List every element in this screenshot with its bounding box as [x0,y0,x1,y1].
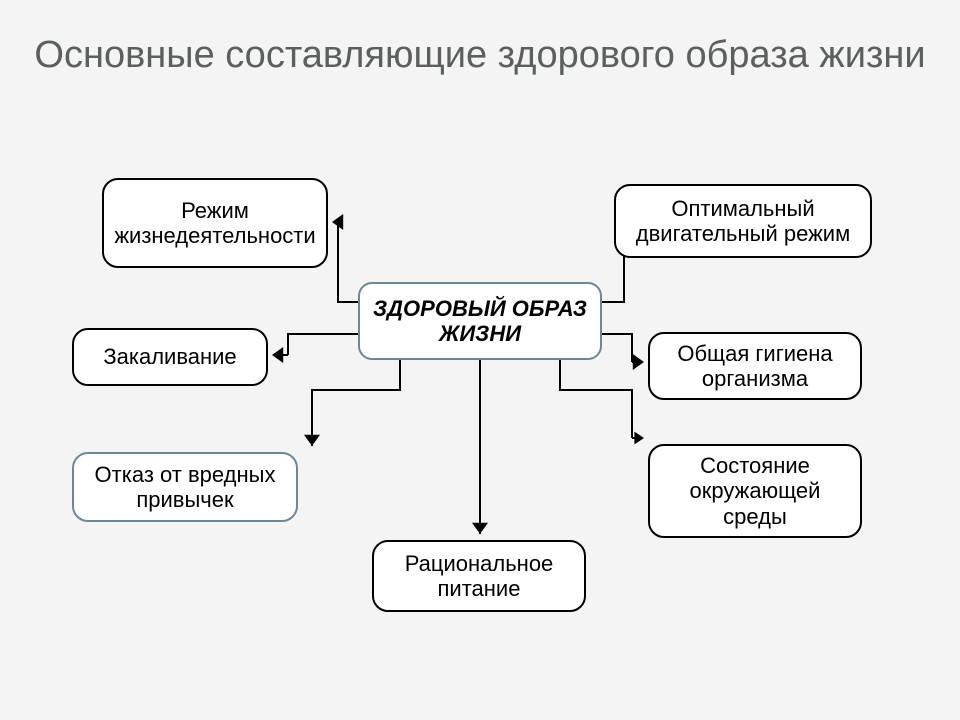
node-environment-label: Состояние окружающей среды [660,453,850,529]
diagram-title: Основные составляющие здорового образа ж… [0,34,960,77]
node-center: ЗДОРОВЫЙ ОБРАЗ ЖИЗНИ [358,282,602,360]
node-regime-label: Режим жизнедеятельности [114,198,316,249]
node-refuse: Отказ от вредных привычек [72,452,298,522]
node-hygiene: Общая гигиена организма [648,332,862,400]
node-refuse-label: Отказ от вредных привычек [84,462,286,513]
node-harden-label: Закаливание [103,344,236,369]
node-harden: Закаливание [72,328,268,386]
node-optimal: Оптимальный двигательный режим [614,184,872,258]
node-environment: Состояние окружающей среды [648,444,862,538]
node-regime: Режим жизнедеятельности [102,178,328,268]
node-hygiene-label: Общая гигиена организма [660,341,850,392]
node-optimal-label: Оптимальный двигательный режим [626,196,860,247]
node-nutrition-label: Рациональное питание [384,551,574,602]
node-center-label: ЗДОРОВЫЙ ОБРАЗ ЖИЗНИ [370,296,590,347]
node-nutrition: Рациональное питание [372,540,586,612]
diagram-stage: Основные составляющие здорового образа ж… [0,0,960,720]
